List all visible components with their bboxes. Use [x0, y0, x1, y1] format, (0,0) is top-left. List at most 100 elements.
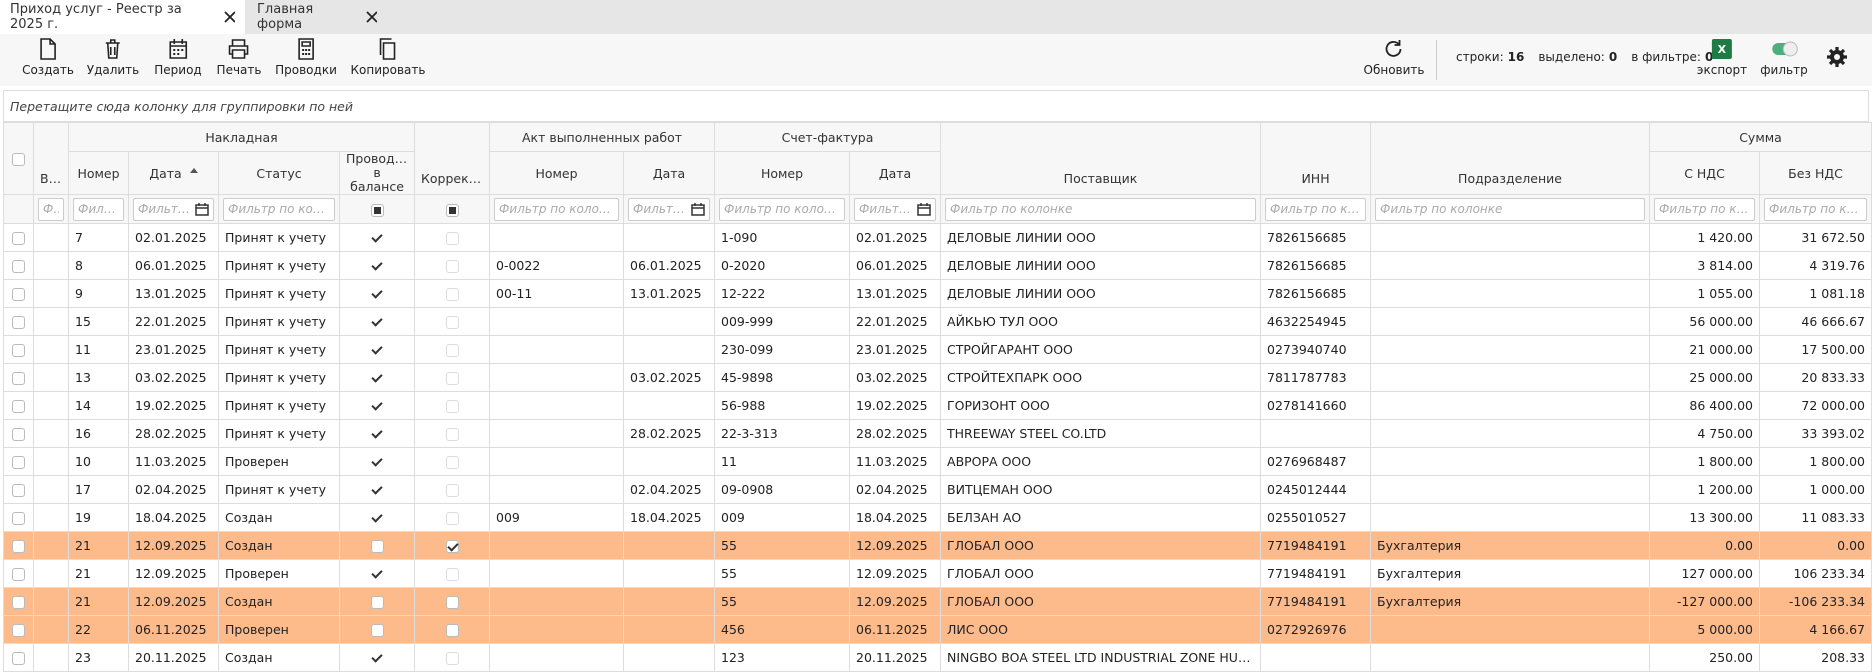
checkbox[interactable]	[12, 260, 25, 273]
checkbox[interactable]	[12, 540, 25, 553]
cell: 1-090	[714, 223, 851, 252]
data-row[interactable]: 7 02.01.2025 Принят к учету 1-090 02.01.2025…	[3, 223, 1872, 252]
data-row[interactable]: 21 12.09.2025 Создан 55 12.09.2025 ГЛОБАЛ ООО…	[3, 587, 1872, 616]
checkbox[interactable]	[12, 344, 25, 357]
filter-input[interactable]: Фильтр по колонке	[1265, 197, 1367, 221]
filter-input[interactable]: Фильтр по колонке	[494, 197, 620, 221]
check-cell	[414, 279, 491, 308]
cell	[489, 531, 625, 560]
column-header[interactable]: Статус	[218, 151, 340, 195]
cell	[1370, 447, 1651, 476]
checkbox[interactable]	[12, 568, 25, 581]
column-header[interactable]: Корректиро	[414, 122, 491, 195]
checkbox[interactable]	[12, 288, 25, 301]
period-button[interactable]: Период	[154, 38, 202, 77]
filter-input[interactable]: Фильтр по колонке	[1375, 197, 1646, 221]
delete-button[interactable]: Удалить	[87, 38, 139, 77]
column-header[interactable]: Проводки в балансе	[338, 151, 416, 195]
filter-input[interactable]: Фильтр по колонке	[1654, 197, 1756, 221]
filter-input[interactable]: Фильтр по колонке	[223, 197, 335, 221]
tab[interactable]: Главная форма	[247, 0, 387, 34]
column-header[interactable]: ИНН	[1260, 122, 1372, 195]
data-grid: Влж Накладная Корректиро Акт выполненных ра…	[3, 122, 1872, 672]
cell: 0272926976	[1260, 615, 1372, 644]
group-panel[interactable]: Перетащите сюда колонку для группировки …	[3, 90, 1869, 122]
data-row[interactable]: 21 12.09.2025 Создан 55 12.09.2025 ГЛОБАЛ ООО…	[3, 531, 1872, 560]
data-row[interactable]: 21 12.09.2025 Проверен 55 12.09.2025 ГЛОБАЛ О…	[3, 559, 1872, 588]
column-header[interactable]: Влж	[33, 122, 69, 195]
export-button[interactable]: X экспорт	[1697, 38, 1747, 77]
cell	[489, 587, 625, 616]
tab[interactable]: Приход услуг - Реестр за 2025 г.	[0, 0, 245, 34]
filter-input[interactable]: Фильтр по колонке	[38, 197, 64, 221]
check-cell	[338, 279, 416, 308]
checkbox[interactable]	[12, 400, 25, 413]
refresh-button[interactable]: Обновить	[1364, 38, 1424, 77]
data-row[interactable]: 10 11.03.2025 Проверен 11 11.03.2025 АВРОРА О…	[3, 447, 1872, 476]
cell: Принят к учету	[218, 223, 340, 252]
cell	[623, 643, 716, 672]
checkbox[interactable]	[12, 316, 25, 329]
cell: ГОРИЗОНТ ООО	[940, 391, 1262, 420]
data-row[interactable]: 22 06.11.2025 Проверен 456 06.11.2025 ЛИС ООО…	[3, 615, 1872, 644]
filter-input[interactable]: Фильтр по колонке	[628, 197, 711, 221]
data-row[interactable]: 15 22.01.2025 Принят к учету 009-999 22.01.2…	[3, 307, 1872, 336]
filter-input[interactable]: Фильтр по колонке	[1764, 197, 1868, 221]
calendar-icon[interactable]	[691, 202, 705, 216]
data-row[interactable]: 16 28.02.2025 Принят к учету 28.02.2025 22-3…	[3, 419, 1872, 448]
filter-input[interactable]: Фильтр по колонке	[133, 197, 214, 221]
postings-button[interactable]: Проводки	[275, 38, 337, 77]
data-row[interactable]: 9 13.01.2025 Принят к учету 00-11 13.01.2025…	[3, 279, 1872, 308]
column-header[interactable]: Номер	[489, 151, 625, 195]
checkbox[interactable]	[12, 484, 25, 497]
filter-checkbox[interactable]	[370, 203, 384, 217]
filter-input[interactable]: Фильтр по колонке	[854, 197, 937, 221]
checkbox[interactable]	[12, 232, 25, 245]
column-header[interactable]: С НДС	[1649, 151, 1761, 195]
checkbox[interactable]	[12, 596, 25, 609]
checkbox[interactable]	[12, 652, 25, 665]
filter-cell	[338, 194, 416, 224]
data-row[interactable]: 23 20.11.2025 Создан 123 20.11.2025 NINGBO BO…	[3, 643, 1872, 672]
data-row[interactable]: 19 18.04.2025 Создан 009 18.04.2025 009 18.04.…	[3, 503, 1872, 532]
data-row[interactable]: 13 03.02.2025 Принят к учету 03.02.2025 45-9…	[3, 363, 1872, 392]
column-header[interactable]: Подразделение	[1370, 122, 1651, 195]
calendar-icon[interactable]	[195, 202, 209, 216]
checkbox[interactable]	[12, 153, 25, 166]
column-header[interactable]: Номер	[714, 151, 851, 195]
filter-input[interactable]: Фильтр по колонке	[73, 197, 124, 221]
calculator-icon	[298, 38, 314, 60]
copy-button[interactable]: Копировать	[351, 38, 425, 77]
column-header[interactable]: Без НДС	[1759, 151, 1872, 195]
toggle-switch[interactable]	[1770, 38, 1798, 60]
column-header[interactable]: Поставщик	[940, 122, 1262, 195]
checkbox[interactable]	[12, 428, 25, 441]
cell: 33 393.02	[1759, 419, 1872, 448]
print-button[interactable]: Печать	[217, 38, 261, 77]
close-icon[interactable]	[224, 11, 235, 23]
filter-checkbox[interactable]	[445, 203, 459, 217]
close-icon[interactable]	[366, 11, 377, 23]
data-row[interactable]: 8 06.01.2025 Принят к учету 0-0022 06.01.202…	[3, 251, 1872, 280]
filter-input[interactable]: Фильтр по колонке	[719, 197, 846, 221]
cell: 21	[68, 559, 129, 588]
checkbox[interactable]	[12, 372, 25, 385]
filter-toggle[interactable]: фильтр	[1760, 38, 1808, 77]
toolbar: Создать Удалить Период Печать Проводки К…	[0, 34, 1872, 86]
column-header[interactable]: Дата	[623, 151, 716, 195]
checkbox[interactable]	[12, 512, 25, 525]
checkbox[interactable]	[12, 624, 25, 637]
create-button[interactable]: Создать	[22, 38, 74, 77]
column-header[interactable]: Дата	[128, 151, 219, 195]
column-header[interactable]: Дата	[849, 151, 942, 195]
data-row[interactable]: 14 19.02.2025 Принят к учету 56-988 19.02.20…	[3, 391, 1872, 420]
data-row[interactable]: 17 02.04.2025 Принят к учету 02.04.2025 09-0…	[3, 475, 1872, 504]
settings-button[interactable]	[1826, 46, 1848, 71]
data-row[interactable]: 11 23.01.2025 Принят к учету 230-099 23.01.2…	[3, 335, 1872, 364]
checkbox[interactable]	[12, 456, 25, 469]
column-header[interactable]: Номер	[68, 151, 129, 195]
filter-input[interactable]: Фильтр по колонке	[945, 197, 1257, 221]
cell	[489, 615, 625, 644]
calendar-icon[interactable]	[917, 202, 931, 216]
